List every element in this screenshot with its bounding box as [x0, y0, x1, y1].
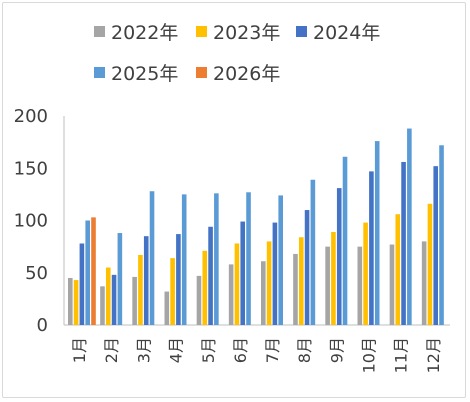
bar-2-2025年: [117, 233, 123, 325]
bar-7-2024年: [272, 222, 278, 325]
bar-5-2023年: [202, 250, 208, 325]
bar-12-2025年: [439, 145, 444, 325]
legend-swatch-2022年: [94, 26, 105, 37]
bar-4-2025年: [181, 194, 187, 326]
legend-label-2026年: 2026年: [213, 63, 280, 85]
legend-swatch-2023年: [196, 26, 207, 37]
bar-11-2024年: [401, 161, 406, 325]
bar-10-2025年: [374, 141, 380, 325]
bar-9-2023年: [331, 232, 336, 325]
x-tick-label-2: 2月: [102, 337, 121, 363]
legend-swatch-2025年: [94, 67, 105, 78]
x-tick-label-11: 11月: [392, 337, 411, 373]
bar-9-2022年: [325, 246, 330, 326]
bar-8-2025年: [310, 179, 316, 325]
bar-6-2022年: [228, 264, 234, 325]
bar-12-2022年: [421, 241, 427, 325]
bar-11-2023年: [395, 214, 401, 325]
bar-11-2025年: [407, 128, 412, 325]
bar-3-2025年: [149, 191, 155, 325]
x-tick-label-5: 5月: [199, 337, 218, 363]
x-tick-label-9: 9月: [327, 337, 346, 363]
x-tick-label-3: 3月: [134, 337, 153, 363]
bar-1-2024年: [79, 243, 85, 325]
bar-1-2025年: [85, 220, 90, 325]
x-tick-label-1: 1月: [70, 337, 89, 363]
bar-5-2024年: [208, 226, 213, 325]
bars: [68, 128, 444, 326]
bar-7-2022年: [261, 261, 266, 325]
chart-frame: [2, 2, 466, 398]
bar-8-2023年: [298, 237, 304, 325]
legend-label-2022年: 2022年: [111, 22, 178, 44]
bar-6-2023年: [234, 243, 240, 325]
bar-10-2022年: [357, 246, 363, 326]
bar-8-2024年: [304, 210, 310, 325]
bar-5-2025年: [214, 193, 219, 325]
bar-2-2022年: [100, 286, 105, 325]
bar-7-2023年: [266, 241, 272, 325]
bar-6-2024年: [240, 221, 246, 325]
bar-10-2023年: [363, 222, 368, 325]
x-tick-label-7: 7月: [263, 337, 282, 363]
axes: 0 50 100 150 200 1月 2月 3月 4月 5月 6月 7月 8月 9月 10月 11月 12月: [14, 106, 450, 373]
bar-12-2023年: [427, 203, 433, 325]
bar-4-2024年: [176, 234, 181, 325]
bar-8-2022年: [293, 253, 298, 325]
y-tick-label-2: 100: [14, 211, 48, 232]
legend-label-2024年: 2024年: [313, 22, 380, 44]
bar-12-2024年: [433, 166, 439, 325]
bar-3-2022年: [132, 276, 137, 325]
bar-4-2022年: [164, 291, 170, 325]
y-tick-label-1: 50: [25, 263, 48, 284]
bar-6-2025年: [246, 192, 251, 325]
bar-9-2025年: [342, 156, 348, 325]
bar-7-2025年: [278, 195, 283, 325]
legend-swatch-2024年: [296, 26, 307, 37]
bar-2-2024年: [111, 274, 117, 325]
bar-11-2022年: [389, 244, 395, 325]
bar-3-2024年: [143, 236, 149, 325]
x-tick-label-12: 12月: [424, 337, 443, 373]
bar-10-2024年: [369, 171, 374, 325]
legend-swatch-2026年: [196, 67, 207, 78]
y-tick-label-3: 150: [14, 158, 48, 179]
x-tick-label-6: 6月: [231, 337, 250, 363]
x-tick-label-10: 10月: [360, 337, 379, 373]
bar-1-2023年: [73, 280, 79, 325]
bar-1-2026年: [91, 217, 96, 325]
legend-label-2023年: 2023年: [213, 22, 280, 44]
bar-2-2023年: [105, 267, 111, 325]
y-tick-label-0: 0: [37, 315, 48, 336]
bar-4-2023年: [170, 258, 175, 325]
x-tick-label-4: 4月: [167, 337, 186, 363]
y-tick-label-4: 200: [14, 106, 48, 127]
bar-1-2022年: [68, 277, 73, 325]
bar-5-2022年: [196, 275, 202, 325]
legend: 2022年 2023年 2024年 2025年 2026年: [94, 22, 380, 85]
bar-9-2024年: [336, 188, 342, 325]
x-tick-label-8: 8月: [295, 337, 314, 363]
legend-label-2025年: 2025年: [111, 63, 178, 85]
bar-3-2023年: [138, 254, 143, 325]
